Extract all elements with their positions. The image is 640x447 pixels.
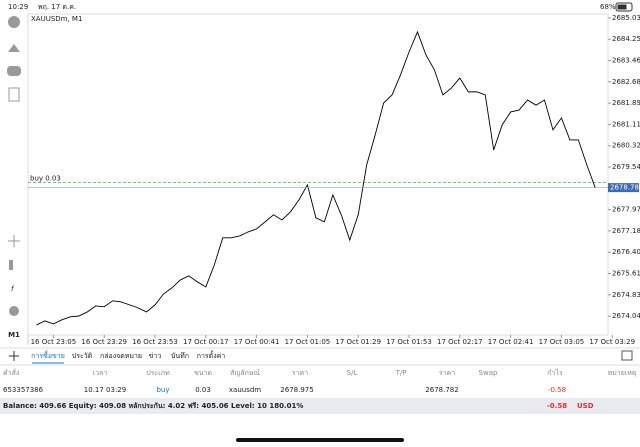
y-tick-label: 2677.185 [612, 227, 640, 235]
column-header: Swap [479, 369, 498, 377]
timeframe-button[interactable]: M1 [8, 331, 20, 339]
y-tick-label: 2683.465 [612, 57, 640, 65]
x-tick-label: 16 Oct 23:53 [132, 338, 178, 346]
column-header: ประเภท [146, 369, 170, 377]
order-time: 10.17 03:29 [84, 386, 126, 394]
x-tick-label: 16 Oct 23:05 [31, 338, 77, 346]
x-tick-label: 17 Oct 01:29 [335, 338, 381, 346]
y-tick-label: 2681.895 [612, 99, 640, 107]
y-tick-label: 2681.110 [612, 120, 640, 128]
x-tick-label: 17 Oct 02:41 [488, 338, 534, 346]
y-tick-label: 2677.970 [612, 206, 640, 214]
trade-icon[interactable] [8, 44, 20, 52]
price-chart: XAUUSDm, M1 2685.035 2684.250 2683.465 2682… [27, 13, 640, 346]
chart-title: XAUUSDm, M1 [31, 15, 82, 23]
x-tick-label: 17 Oct 03:05 [539, 338, 585, 346]
x-tick-label: 17 Oct 03:29 [589, 338, 635, 346]
order-line-label: buy 0.03 [30, 174, 61, 182]
column-header: หมายเหตุ [608, 369, 637, 377]
home-indicator [236, 438, 404, 442]
y-tick-label: 2682.680 [612, 78, 640, 86]
add-button[interactable] [9, 351, 19, 361]
y-tick-label: 2674.045 [612, 312, 640, 320]
column-header: เวลา [93, 369, 108, 377]
plot-area [27, 13, 609, 336]
y-tick-label: 2684.250 [612, 35, 640, 43]
column-header: ราคา [292, 369, 308, 377]
total-profit: -0.58 [547, 402, 567, 410]
order-id[interactable]: 653357386 [3, 386, 44, 394]
indicators-icon[interactable]: f [11, 285, 15, 293]
x-tick-label: 17 Oct 00:41 [234, 338, 280, 346]
order-symbol: xauusdm [229, 386, 261, 394]
tab[interactable]: การตั้งค่า [197, 349, 226, 360]
balance-bar [0, 398, 640, 414]
tab[interactable]: กล่องจดหมาย [100, 352, 142, 360]
chat-icon[interactable] [7, 66, 21, 76]
column-header: กำไร [547, 368, 563, 377]
account-icon[interactable] [8, 16, 20, 28]
battery-level [617, 4, 627, 10]
price-line [36, 30, 596, 326]
balance-summary: Balance: 409.66 Equity: 409.08 หลักประกั… [3, 402, 303, 410]
x-tick-label: 16 Oct 23:29 [81, 338, 127, 346]
column-header: ราคา [439, 369, 455, 377]
status-battery: 68% [600, 3, 616, 11]
column-header: สัญลักษณ์ [230, 369, 260, 377]
y-tick-label: 2685.035 [612, 14, 640, 22]
settings-icon[interactable] [621, 350, 633, 361]
y-tick-label: 2679.540 [612, 163, 640, 171]
tab[interactable]: ประวัติ [72, 352, 93, 360]
y-tick-label: 2680.325 [612, 142, 640, 150]
column-header: ขนาด [194, 369, 212, 377]
column-header: คำสั่ง [3, 368, 19, 377]
status-date: พฤ. 17 ต.ค. [38, 3, 76, 11]
chart-type-icon[interactable] [9, 260, 13, 270]
column-header: T/P [395, 369, 407, 377]
order-size: 0.03 [195, 386, 211, 394]
column-header: S/L [347, 369, 358, 377]
order-profit: -0.58 [548, 386, 566, 394]
tab[interactable]: ข่าว [149, 352, 162, 360]
currency: USD [577, 402, 594, 410]
status-time: 10:29 [8, 3, 28, 11]
x-tick-label: 17 Oct 00:17 [183, 338, 229, 346]
x-tick-label: 17 Oct 02:17 [437, 338, 483, 346]
order-type: buy [156, 386, 169, 394]
y-tick-label: 2676.400 [612, 248, 640, 256]
crosshair-icon[interactable] [8, 235, 20, 247]
y-tick-label: 2674.830 [612, 291, 640, 299]
y-tick-label: 2675.615 [612, 270, 640, 278]
tab[interactable]: บันทึก [171, 351, 189, 360]
x-tick-label: 17 Oct 01:53 [386, 338, 432, 346]
current-price-label: 2678.782 [610, 184, 640, 192]
x-tick-label: 17 Oct 01:05 [285, 338, 331, 346]
objects-icon[interactable] [9, 306, 19, 316]
battery-icon [615, 2, 633, 12]
current-price: 2678.782 [425, 386, 458, 394]
tab[interactable]: การซื้อขาย [31, 349, 65, 360]
current-price-tag [608, 183, 639, 193]
new-order-icon[interactable] [8, 87, 20, 102]
open-price: 2678.975 [280, 386, 313, 394]
